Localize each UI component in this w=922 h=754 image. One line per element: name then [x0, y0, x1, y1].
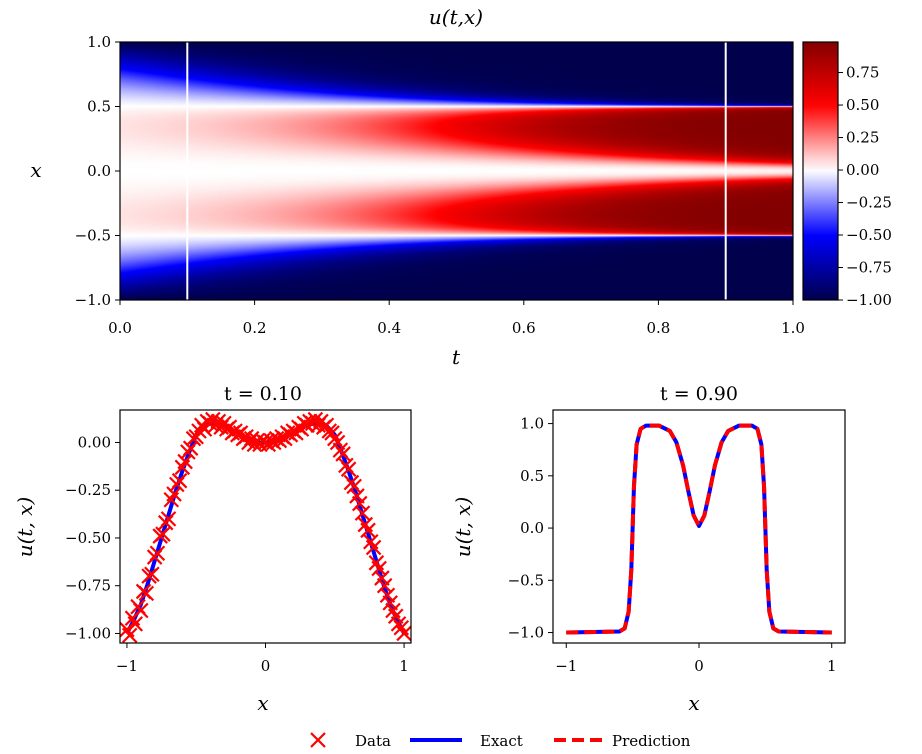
- heatmap-axes: u(t,x) x t 0.0 0.2 0.4 0.6 0.8 1.0 1.0 0.5 0.0 −0…: [30, 5, 892, 369]
- left-title: t = 0.10: [224, 383, 302, 405]
- colorbar-tick-label: 0.00: [846, 161, 879, 179]
- x-tick-label: 0.8: [646, 319, 670, 337]
- data-point-marker: [160, 511, 177, 527]
- data-point-marker: [346, 478, 362, 495]
- x-tick-label: 0.2: [243, 319, 267, 337]
- y-tick-label: 1.0: [87, 33, 111, 51]
- data-point-marker: [360, 522, 376, 539]
- data-point-marker: [340, 461, 357, 477]
- y-tick-label: −1.0: [75, 291, 111, 309]
- data-point-marker: [133, 602, 149, 619]
- left-ylabel: u(t, x): [13, 497, 37, 558]
- data-point-marker: [127, 616, 144, 632]
- data-point-marker: [138, 585, 155, 602]
- data-point-marker: [121, 627, 138, 643]
- plot-area: [566, 423, 832, 635]
- x-tick-label: 1.0: [781, 319, 805, 337]
- x-tick-label: 0.0: [108, 319, 132, 337]
- data-point-marker: [144, 566, 160, 583]
- colorbar: [802, 41, 839, 301]
- prediction-line: [566, 423, 832, 635]
- right-line-axes: t = 0.90 x u(t, x) −1 0 1 1.0 0.5 0.0 −0.5 −1.0: [451, 383, 846, 715]
- y-tick-label: 0.5: [520, 467, 544, 485]
- right-ylabel: u(t, x): [451, 497, 475, 558]
- heatmap-xlabel: t: [452, 345, 461, 369]
- colorbar-tick-label: −0.50: [846, 226, 892, 244]
- y-tick-label: 0.0: [520, 519, 544, 537]
- data-point-marker: [371, 560, 387, 577]
- x-tick-label: 0: [694, 657, 704, 675]
- data-point-marker: [166, 486, 182, 502]
- x-tick-label: −1: [116, 657, 138, 675]
- x-tick-label: 0.6: [512, 319, 536, 337]
- colorbar-tick-label: 0.25: [846, 129, 879, 147]
- data-point-marker: [171, 472, 188, 489]
- colorbar-tick-label: 0.75: [846, 64, 879, 82]
- y-tick-label: 0.0: [87, 162, 111, 180]
- x-tick-label: −1: [555, 657, 577, 675]
- legend-label-data: Data: [355, 732, 391, 750]
- y-tick-label: 0.00: [78, 433, 111, 451]
- legend: Data Exact Prediction: [310, 732, 691, 750]
- data-point-marker: [376, 577, 393, 594]
- heatmap-title: u(t,x): [429, 5, 483, 29]
- heatmap-ylabel: x: [30, 158, 41, 182]
- right-title: t = 0.90: [660, 383, 738, 405]
- right-xlabel: x: [688, 691, 699, 715]
- legend-label-prediction: Prediction: [612, 732, 691, 750]
- y-tick-label: −1.0: [508, 624, 544, 642]
- left-xlabel: x: [257, 691, 268, 715]
- y-tick-label: −0.50: [65, 529, 111, 547]
- colorbar-tick-label: 0.50: [846, 96, 879, 114]
- colorbar-tick-label: −0.25: [846, 194, 892, 212]
- x-tick-label: 1: [827, 657, 837, 675]
- y-tick-label: −0.5: [508, 571, 544, 589]
- y-tick-label: 1.0: [520, 415, 544, 433]
- data-point-marker: [335, 446, 351, 462]
- x-tick-label: 0.4: [377, 319, 401, 337]
- y-tick-label: −0.25: [65, 481, 111, 499]
- data-point-marker: [155, 526, 171, 542]
- colorbar-tick-label: −0.75: [846, 259, 892, 277]
- heatmap-frame: [119, 41, 794, 301]
- data-point-marker: [354, 505, 371, 521]
- y-tick-label: −1.00: [65, 624, 111, 642]
- y-tick-label: −0.75: [65, 577, 111, 595]
- data-point-marker: [182, 440, 199, 456]
- x-tick-label: 0: [261, 657, 271, 675]
- data-point-marker: [396, 625, 411, 642]
- y-tick-label: 0.5: [87, 98, 111, 116]
- y-tick-label: −0.5: [75, 227, 111, 245]
- exact-line: [566, 423, 832, 635]
- data-point-marker: [365, 539, 382, 556]
- left-line-axes: t = 0.10 x u(t, x) −1 0 1 0.00 −0.25 −0.50 −0.…: [13, 383, 412, 715]
- data-point-marker: [149, 545, 166, 562]
- legend-data-marker: [310, 732, 326, 748]
- x-tick-label: 1: [399, 657, 409, 675]
- data-point-marker: [177, 453, 193, 470]
- colorbar-tick-label: −1.00: [846, 291, 892, 309]
- heatmap-image: [120, 42, 793, 300]
- data-point-marker: [351, 495, 368, 512]
- plot-area: [120, 411, 411, 643]
- legend-label-exact: Exact: [480, 732, 523, 750]
